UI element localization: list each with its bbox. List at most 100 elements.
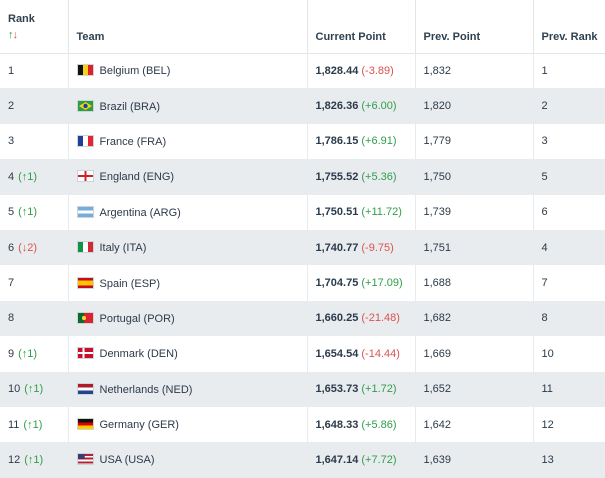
team-cell[interactable]: Spain (ESP) bbox=[68, 265, 308, 301]
team-name[interactable]: Denmark (DEN) bbox=[99, 348, 178, 361]
team-cell[interactable]: Italy (ITA) bbox=[68, 229, 308, 266]
current-point-value: 1,786.15 bbox=[315, 135, 359, 148]
rank-cell: 2 bbox=[0, 88, 69, 124]
ita-flag-icon bbox=[76, 241, 94, 254]
current-point-value: 1,750.51 bbox=[315, 206, 359, 219]
team-name[interactable]: Belgium (BEL) bbox=[99, 65, 171, 78]
prev-point-value: 1,832 bbox=[423, 64, 452, 77]
current-point-value: 1,660.25 bbox=[315, 312, 359, 325]
prev-point-value: 1,642 bbox=[423, 418, 452, 431]
table-row[interactable]: 1 Belgium (BEL) 1,828.44 (-3.89) 1,832 1 bbox=[0, 53, 605, 89]
team-name[interactable]: Germany (GER) bbox=[99, 419, 179, 432]
current-point-column-header[interactable]: Current Point bbox=[307, 0, 416, 54]
rank-cell: 10 (↑1) bbox=[0, 371, 69, 407]
prev-point-cell: 1,820 bbox=[415, 88, 534, 124]
team-cell[interactable]: Belgium (BEL) bbox=[68, 53, 308, 89]
rank-header-label: Rank bbox=[8, 13, 35, 25]
prev-point-column-header[interactable]: Prev. Point bbox=[415, 0, 534, 54]
prev-point-cell: 1,739 bbox=[415, 194, 534, 230]
team-cell[interactable]: Denmark (DEN) bbox=[68, 336, 308, 372]
team-name[interactable]: Argentina (ARG) bbox=[99, 206, 181, 219]
team-cell[interactable]: USA (USA) bbox=[68, 442, 308, 478]
team-name[interactable]: Italy (ITA) bbox=[99, 242, 147, 255]
arg-flag-icon bbox=[76, 205, 94, 218]
team-name[interactable]: Netherlands (NED) bbox=[99, 383, 193, 396]
team-name[interactable]: Spain (ESP) bbox=[99, 277, 161, 290]
rank-value: 7 bbox=[8, 277, 15, 290]
fra-flag-icon bbox=[76, 134, 94, 147]
current-point-value: 1,826.36 bbox=[315, 100, 359, 113]
rank-cell: 5 (↑1) bbox=[0, 194, 69, 230]
prev-rank-cell: 2 bbox=[533, 88, 605, 124]
sort-arrows-icon[interactable]: ↑↓ bbox=[8, 29, 18, 41]
rank-movement: (↑1) bbox=[18, 347, 38, 360]
table-body: 1 Belgium (BEL) 1,828.44 (-3.89) 1,832 1… bbox=[0, 53, 605, 478]
esp-flag-icon bbox=[76, 276, 94, 289]
team-cell[interactable]: France (FRA) bbox=[68, 123, 308, 160]
table-row[interactable]: 3 France (FRA) 1,786.15 (+6.91) 1,779 3 bbox=[0, 123, 605, 160]
team-cell[interactable]: England (ENG) bbox=[68, 159, 308, 195]
rank-movement: (↑1) bbox=[23, 418, 43, 431]
team-name[interactable]: Brazil (BRA) bbox=[99, 100, 161, 113]
team-cell[interactable]: Portugal (POR) bbox=[68, 300, 308, 337]
team-name[interactable]: England (ENG) bbox=[99, 171, 175, 184]
team-name[interactable]: Portugal (POR) bbox=[99, 312, 175, 325]
team-cell[interactable]: Germany (GER) bbox=[68, 406, 308, 443]
prev-point-value: 1,669 bbox=[423, 347, 452, 360]
prev-rank-value: 1 bbox=[541, 64, 548, 77]
table-row[interactable]: 11 (↑1) Germany (GER) 1,648.33 (+5.86) 1,… bbox=[0, 406, 605, 443]
point-delta: (+11.72) bbox=[361, 206, 402, 219]
team-name[interactable]: USA (USA) bbox=[99, 454, 155, 467]
table-row[interactable]: 6 (↓2) Italy (ITA) 1,740.77 (-9.75) 1,751… bbox=[0, 229, 605, 266]
point-delta: (+17.09) bbox=[361, 277, 403, 290]
table-row[interactable]: 10 (↑1) Netherlands (NED) 1,653.73 (+1.72… bbox=[0, 371, 605, 407]
rank-value: 6 bbox=[8, 241, 15, 254]
ned-flag-icon bbox=[76, 382, 94, 395]
bel-flag-icon bbox=[76, 64, 94, 77]
table-row[interactable]: 7 Spain (ESP) 1,704.75 (+17.09) 1,688 7 bbox=[0, 265, 605, 301]
rank-cell: 11 (↑1) bbox=[0, 406, 69, 443]
current-point-cell: 1,755.52 (+5.36) bbox=[307, 159, 416, 195]
current-point-cell: 1,786.15 (+6.91) bbox=[307, 123, 416, 160]
prev-point-value: 1,682 bbox=[423, 312, 452, 325]
prev-point-cell: 1,779 bbox=[415, 123, 534, 160]
table-row[interactable]: 4 (↑1) England (ENG) 1,755.52 (+5.36) 1,7… bbox=[0, 159, 605, 195]
team-cell[interactable]: Brazil (BRA) bbox=[68, 88, 308, 124]
rank-value: 9 bbox=[8, 347, 15, 360]
prev-point-cell: 1,682 bbox=[415, 300, 534, 337]
ger-flag-icon bbox=[76, 418, 94, 431]
table-row[interactable]: 8 Portugal (POR) 1,660.25 (-21.48) 1,682… bbox=[0, 300, 605, 337]
table-row[interactable]: 9 (↑1) Denmark (DEN) 1,654.54 (-14.44) 1,… bbox=[0, 336, 605, 372]
table-row[interactable]: 2 Brazil (BRA) 1,826.36 (+6.00) 1,820 2 bbox=[0, 88, 605, 124]
prev-point-value: 1,688 bbox=[423, 277, 452, 290]
por-flag-icon bbox=[76, 311, 94, 324]
rank-cell: 8 bbox=[0, 300, 69, 337]
prev-point-value: 1,652 bbox=[423, 383, 452, 396]
prev-point-cell: 1,688 bbox=[415, 265, 534, 301]
eng-flag-icon bbox=[76, 170, 94, 183]
rank-column-header[interactable]: Rank ↑↓ bbox=[0, 0, 69, 54]
prev-point-cell: 1,832 bbox=[415, 53, 534, 89]
current-point-cell: 1,647.14 (+7.72) bbox=[307, 442, 416, 478]
prev-rank-value: 7 bbox=[541, 277, 548, 290]
current-point-value: 1,648.33 bbox=[315, 418, 359, 431]
rank-movement: (↑1) bbox=[24, 383, 44, 396]
table-row[interactable]: 5 (↑1) Argentina (ARG) 1,750.51 (+11.72) … bbox=[0, 194, 605, 230]
team-cell[interactable]: Netherlands (NED) bbox=[68, 371, 308, 407]
prev-rank-cell: 4 bbox=[533, 229, 605, 266]
table-row[interactable]: 12 (↑1) USA (USA) 1,647.14 (+7.72) 1,639 … bbox=[0, 442, 605, 478]
point-delta: (-14.44) bbox=[361, 347, 400, 360]
prev-point-cell: 1,639 bbox=[415, 442, 534, 478]
prev-rank-column-header[interactable]: Prev. Rank bbox=[533, 0, 605, 54]
usa-flag-icon bbox=[76, 453, 94, 466]
current-point-cell: 1,648.33 (+5.86) bbox=[307, 406, 416, 443]
table-header: Rank ↑↓ Team Current Point Prev. Point P… bbox=[0, 0, 605, 54]
team-column-header[interactable]: Team bbox=[68, 0, 308, 54]
current-point-cell: 1,750.51 (+11.72) bbox=[307, 194, 416, 230]
rank-value: 10 bbox=[8, 383, 21, 396]
team-name[interactable]: France (FRA) bbox=[99, 135, 167, 148]
team-cell[interactable]: Argentina (ARG) bbox=[68, 194, 308, 230]
prev-rank-cell: 5 bbox=[533, 159, 605, 195]
point-delta: (+6.00) bbox=[361, 100, 397, 113]
